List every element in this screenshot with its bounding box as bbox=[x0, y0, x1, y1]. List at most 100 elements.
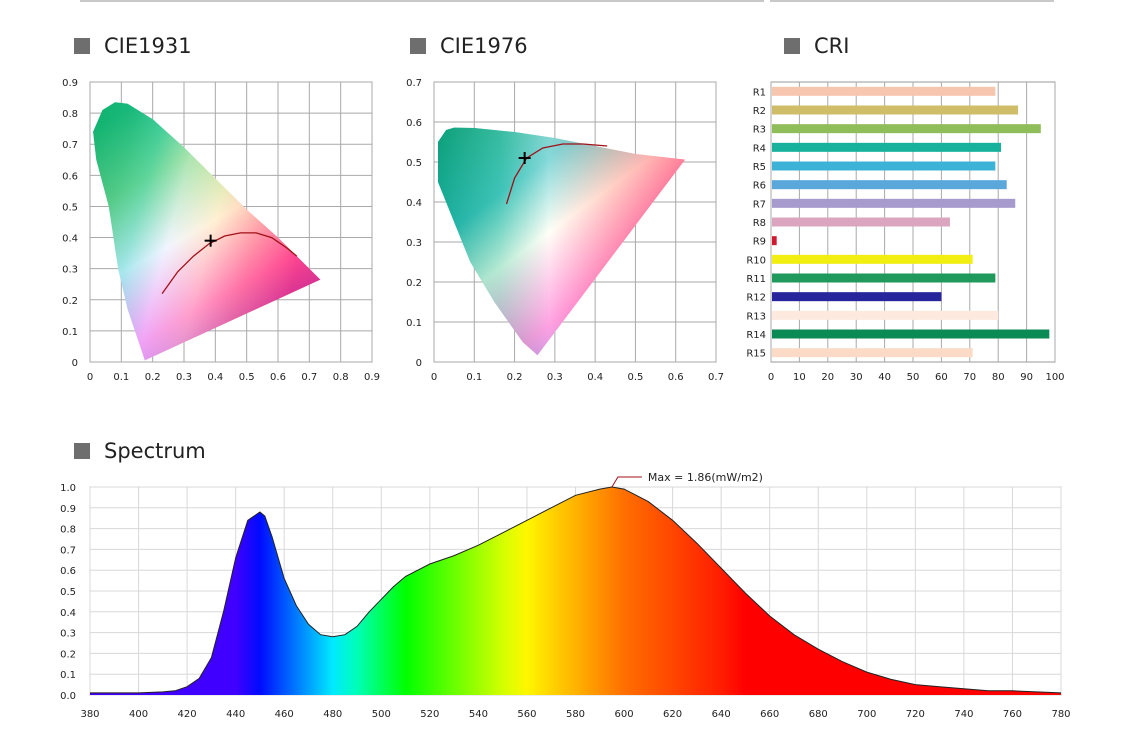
cie1976-x-tick-label: 0.6 bbox=[668, 372, 684, 383]
spectrum-x-tick-label: 520 bbox=[420, 709, 439, 720]
top-divider-right bbox=[770, 0, 1054, 2]
spectrum-y-tick-label: 0.4 bbox=[60, 608, 76, 619]
spectrum-x-tick-label: 720 bbox=[906, 709, 925, 720]
spectrum-x-tick-label: 640 bbox=[712, 709, 731, 720]
cie1931-y-tick-label: 0.8 bbox=[62, 109, 78, 120]
cie1931-y-tick-label: 0.6 bbox=[62, 171, 78, 182]
spectrum-x-tick-label: 580 bbox=[566, 709, 585, 720]
cri-x-tick-label: 100 bbox=[1045, 372, 1064, 383]
cri-category-label: R1 bbox=[753, 87, 766, 98]
spectrum-x-tick-label: 700 bbox=[857, 709, 876, 720]
spectrum-y-tick-label: 0.6 bbox=[60, 566, 76, 577]
cri-bar-r12 bbox=[772, 292, 942, 302]
spectrum-y-tick-label: 0.0 bbox=[60, 691, 76, 702]
cri-x-tick-label: 0 bbox=[768, 372, 774, 383]
spectrum-curve bbox=[90, 486, 1062, 694]
cri-bar-r7 bbox=[772, 198, 1016, 208]
cri-bar-r6 bbox=[772, 180, 1007, 190]
cri-bar-r5 bbox=[772, 161, 996, 171]
section-title-text: CRI bbox=[814, 34, 850, 58]
cri-x-tick-label: 90 bbox=[1020, 372, 1033, 383]
spectrum-y-tick-label: 0.3 bbox=[60, 629, 76, 640]
cri-x-tick-label: 40 bbox=[878, 372, 891, 383]
section-title-spectrum: Spectrum bbox=[74, 439, 206, 463]
cie1931-x-tick-label: 0.9 bbox=[364, 372, 380, 383]
section-title-text: CIE1931 bbox=[104, 34, 192, 58]
cri-category-label: R13 bbox=[746, 311, 766, 322]
cie1931-y-tick-label: 0.2 bbox=[62, 296, 78, 307]
cie1976-x-tick-label: 0.2 bbox=[507, 372, 523, 383]
cie1976-x-tick-label: 0.7 bbox=[708, 372, 724, 383]
spectrum-area bbox=[90, 487, 1061, 695]
spectrum-max-leader bbox=[611, 476, 642, 488]
cri-bar-r9 bbox=[772, 236, 777, 246]
spectrum-x-tick-label: 420 bbox=[178, 709, 197, 720]
section-square-icon bbox=[410, 38, 426, 54]
cie1976-planckian-locus bbox=[505, 143, 608, 205]
spectrum-x-tick-label: 440 bbox=[226, 709, 245, 720]
cie1931-x-tick-label: 0 bbox=[87, 372, 93, 383]
cie1976-y-tick-label: 0.4 bbox=[406, 198, 422, 209]
cie1976-y-tick-label: 0.7 bbox=[406, 78, 422, 89]
spectrum-x-tick-label: 680 bbox=[809, 709, 828, 720]
cie1976-x-tick-label: 0.4 bbox=[587, 372, 603, 383]
cie1931-planckian-locus bbox=[161, 232, 298, 294]
cie1931-x-tick-label: 0.4 bbox=[207, 372, 223, 383]
cri-category-label: R9 bbox=[753, 237, 766, 248]
cie1931-y-tick-label: 0.7 bbox=[62, 140, 78, 151]
cri-category-label: R12 bbox=[746, 293, 766, 304]
section-square-icon bbox=[784, 38, 800, 54]
cie1931-x-tick-label: 0.1 bbox=[113, 372, 129, 383]
cie1931-y-tick-label: 0.5 bbox=[62, 202, 78, 213]
section-title-text: CIE1976 bbox=[440, 34, 528, 58]
cri-category-label: R3 bbox=[753, 125, 766, 136]
cie1931-y-tick-label: 0.9 bbox=[62, 78, 78, 89]
cri-x-tick-label: 60 bbox=[935, 372, 948, 383]
spectrum-x-tick-label: 780 bbox=[1051, 709, 1070, 720]
cri-bar-r3 bbox=[772, 124, 1041, 134]
cri-category-label: R14 bbox=[746, 330, 766, 341]
cie1976-y-tick-label: 0.6 bbox=[406, 118, 422, 129]
cie1931-x-tick-label: 0.2 bbox=[145, 372, 161, 383]
cie1976-gamut-overlay bbox=[438, 127, 685, 356]
spectrum-x-tick-label: 380 bbox=[80, 709, 99, 720]
cri-x-tick-label: 80 bbox=[992, 372, 1005, 383]
section-square-icon bbox=[74, 443, 90, 459]
cri-category-label: R5 bbox=[753, 162, 766, 173]
spectrum-max-annotation: Max = 1.86(mW/m2) bbox=[648, 471, 763, 484]
cri-category-label: R15 bbox=[746, 349, 766, 360]
cie1976-x-tick-label: 0.5 bbox=[627, 372, 643, 383]
section-title-cie1976: CIE1976 bbox=[410, 34, 528, 58]
cie1976-x-tick-label: 0.1 bbox=[466, 372, 482, 383]
cie1931-x-tick-label: 0.3 bbox=[176, 372, 192, 383]
spectrum-x-tick-label: 480 bbox=[323, 709, 342, 720]
section-title-cri: CRI bbox=[784, 34, 849, 58]
cie1931-y-tick-label: 0.1 bbox=[62, 327, 78, 338]
cie1931-gamut-overlay bbox=[93, 102, 321, 361]
cri-category-label: R4 bbox=[753, 143, 766, 154]
spectrum-x-tick-label: 760 bbox=[1003, 709, 1022, 720]
spectrum-x-tick-label: 600 bbox=[615, 709, 634, 720]
cri-x-tick-label: 20 bbox=[821, 372, 834, 383]
cri-category-label: R8 bbox=[753, 218, 766, 229]
spectrum-y-tick-label: 1.0 bbox=[60, 483, 76, 494]
cri-category-label: R7 bbox=[753, 199, 766, 210]
cie1976-x-tick-label: 0.3 bbox=[547, 372, 563, 383]
cie1931-x-tick-label: 0.8 bbox=[333, 372, 349, 383]
cri-category-label: R6 bbox=[753, 181, 766, 192]
spectrum-x-tick-label: 400 bbox=[129, 709, 148, 720]
cri-category-label: R2 bbox=[753, 106, 766, 117]
cie1931-y-tick-label: 0.4 bbox=[62, 234, 78, 245]
cie1931-x-tick-label: 0.7 bbox=[301, 372, 317, 383]
cri-bar-r4 bbox=[772, 142, 1002, 152]
section-title-cie1931: CIE1931 bbox=[74, 34, 192, 58]
cri-bar-r11 bbox=[772, 273, 996, 283]
cie1976-y-tick-label: 0.1 bbox=[406, 318, 422, 329]
spectrum-y-tick-label: 0.7 bbox=[60, 545, 76, 556]
top-divider-left bbox=[80, 0, 764, 2]
cie1931-y-tick-label: 0 bbox=[72, 358, 78, 369]
cri-x-tick-label: 10 bbox=[793, 372, 806, 383]
section-title-text: Spectrum bbox=[104, 439, 206, 463]
spectrum-x-tick-label: 740 bbox=[954, 709, 973, 720]
